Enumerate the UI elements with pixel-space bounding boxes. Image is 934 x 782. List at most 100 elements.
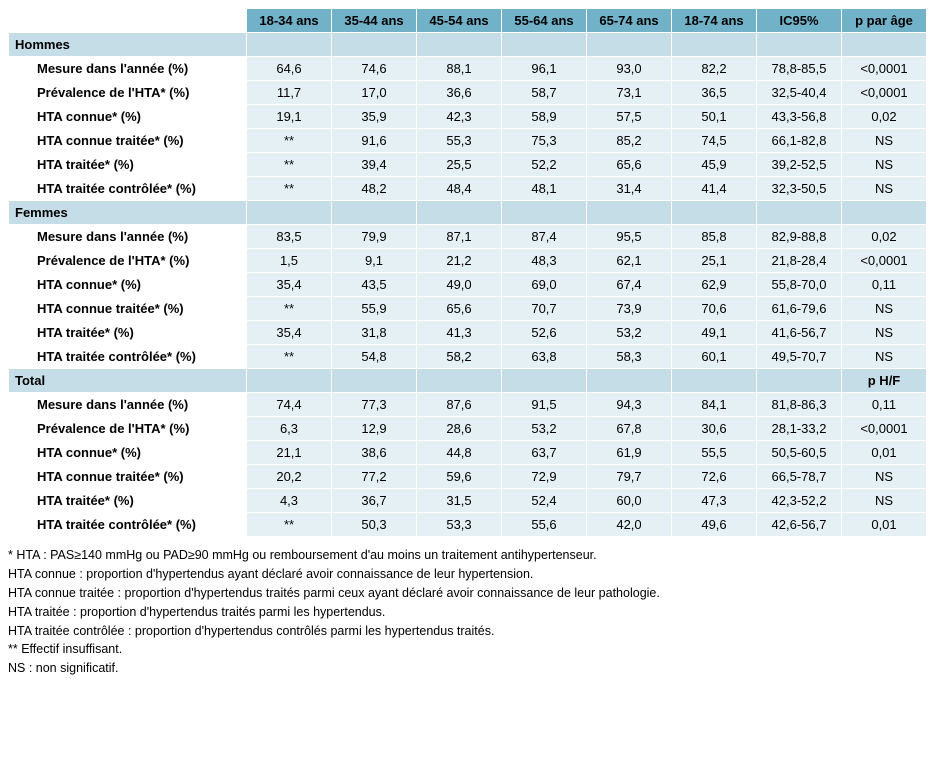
section-blank [417, 369, 502, 393]
metric-value: 25,5 [417, 153, 502, 177]
metric-value: 41,4 [672, 177, 757, 201]
section-blank [502, 33, 587, 57]
metric-value: ** [247, 177, 332, 201]
metric-value: 55,5 [672, 441, 757, 465]
col-header: 18-34 ans [247, 9, 332, 33]
col-header: 35-44 ans [332, 9, 417, 33]
metric-value: 61,6-79,6 [757, 297, 842, 321]
section-blank [587, 201, 672, 225]
metric-value: 36,5 [672, 81, 757, 105]
section-blank [332, 369, 417, 393]
section-blank [502, 369, 587, 393]
metric-label: HTA traitée* (%) [9, 321, 247, 345]
metric-value: 49,5-70,7 [757, 345, 842, 369]
metric-value: 58,3 [587, 345, 672, 369]
metric-value: 43,5 [332, 273, 417, 297]
metric-value: 53,2 [502, 417, 587, 441]
metric-value: 55,6 [502, 513, 587, 537]
metric-value: 38,6 [332, 441, 417, 465]
table-body: HommesMesure dans l'année (%)64,674,688,… [9, 33, 927, 537]
metric-value: 35,4 [247, 273, 332, 297]
metric-value: 83,5 [247, 225, 332, 249]
metric-label: HTA traitée contrôlée* (%) [9, 345, 247, 369]
metric-value: NS [842, 153, 927, 177]
metric-value: 63,8 [502, 345, 587, 369]
footnote-line: HTA connue traitée : proportion d'hypert… [8, 585, 926, 602]
section-row: Hommes [9, 33, 927, 57]
col-header: IC95% [757, 9, 842, 33]
metric-value: 64,6 [247, 57, 332, 81]
metric-label: HTA traitée* (%) [9, 153, 247, 177]
metric-value: 44,8 [417, 441, 502, 465]
col-header: 55-64 ans [502, 9, 587, 33]
section-blank [842, 201, 927, 225]
metric-value: 49,0 [417, 273, 502, 297]
section-blank [672, 369, 757, 393]
metric-value: 53,2 [587, 321, 672, 345]
metric-label: HTA traitée contrôlée* (%) [9, 513, 247, 537]
table-row: HTA traitée contrôlée* (%)**48,248,448,1… [9, 177, 927, 201]
metric-value: 52,2 [502, 153, 587, 177]
metric-value: NS [842, 345, 927, 369]
header-row: 18-34 ans 35-44 ans 45-54 ans 55-64 ans … [9, 9, 927, 33]
metric-value: 78,8-85,5 [757, 57, 842, 81]
metric-label: Prévalence de l'HTA* (%) [9, 417, 247, 441]
metric-value: 77,2 [332, 465, 417, 489]
metric-value: 67,4 [587, 273, 672, 297]
metric-value: 69,0 [502, 273, 587, 297]
metric-value: 85,8 [672, 225, 757, 249]
metric-value: 50,1 [672, 105, 757, 129]
metric-value: 50,5-60,5 [757, 441, 842, 465]
section-blank [247, 33, 332, 57]
footnote-line: HTA traitée : proportion d'hypertendus t… [8, 604, 926, 621]
metric-value: 0,11 [842, 393, 927, 417]
metric-value: 42,3-52,2 [757, 489, 842, 513]
metric-label: Mesure dans l'année (%) [9, 393, 247, 417]
metric-value: NS [842, 489, 927, 513]
metric-value: 60,1 [672, 345, 757, 369]
metric-value: NS [842, 297, 927, 321]
metric-value: 41,3 [417, 321, 502, 345]
table-row: Mesure dans l'année (%)64,674,688,196,19… [9, 57, 927, 81]
metric-value: 55,9 [332, 297, 417, 321]
metric-value: 91,6 [332, 129, 417, 153]
metric-value: 65,6 [587, 153, 672, 177]
metric-label: HTA connue* (%) [9, 441, 247, 465]
metric-value: 65,6 [417, 297, 502, 321]
table-row: HTA traitée* (%)35,431,841,352,653,249,1… [9, 321, 927, 345]
metric-value: 74,5 [672, 129, 757, 153]
metric-value: 62,1 [587, 249, 672, 273]
metric-value: 58,7 [502, 81, 587, 105]
metric-label: Mesure dans l'année (%) [9, 225, 247, 249]
metric-label: HTA connue traitée* (%) [9, 297, 247, 321]
metric-value: 42,0 [587, 513, 672, 537]
metric-value: 42,3 [417, 105, 502, 129]
footnotes: * HTA : PAS≥140 mmHg ou PAD≥90 mmHg ou r… [8, 547, 926, 677]
table-row: HTA connue traitée* (%)**55,965,670,773,… [9, 297, 927, 321]
metric-value: 0,01 [842, 441, 927, 465]
metric-value: 67,8 [587, 417, 672, 441]
metric-value: 35,4 [247, 321, 332, 345]
footnote-line: NS : non significatif. [8, 660, 926, 677]
metric-value: 55,3 [417, 129, 502, 153]
table-row: HTA traitée* (%)**39,425,552,265,645,939… [9, 153, 927, 177]
metric-value: 84,1 [672, 393, 757, 417]
metric-value: 63,7 [502, 441, 587, 465]
metric-value: 31,4 [587, 177, 672, 201]
metric-value: 66,1-82,8 [757, 129, 842, 153]
metric-value: 82,2 [672, 57, 757, 81]
metric-value: 73,9 [587, 297, 672, 321]
metric-value: 48,4 [417, 177, 502, 201]
metric-value: 70,6 [672, 297, 757, 321]
metric-value: 17,0 [332, 81, 417, 105]
metric-value: 87,6 [417, 393, 502, 417]
metric-value: 59,6 [417, 465, 502, 489]
metric-value: 60,0 [587, 489, 672, 513]
section-blank [842, 33, 927, 57]
metric-value: 58,9 [502, 105, 587, 129]
metric-value: <0,0001 [842, 81, 927, 105]
metric-value: 28,6 [417, 417, 502, 441]
metric-value: 39,4 [332, 153, 417, 177]
footnote-line: HTA traitée contrôlée : proportion d'hyp… [8, 623, 926, 640]
section-blank [587, 369, 672, 393]
